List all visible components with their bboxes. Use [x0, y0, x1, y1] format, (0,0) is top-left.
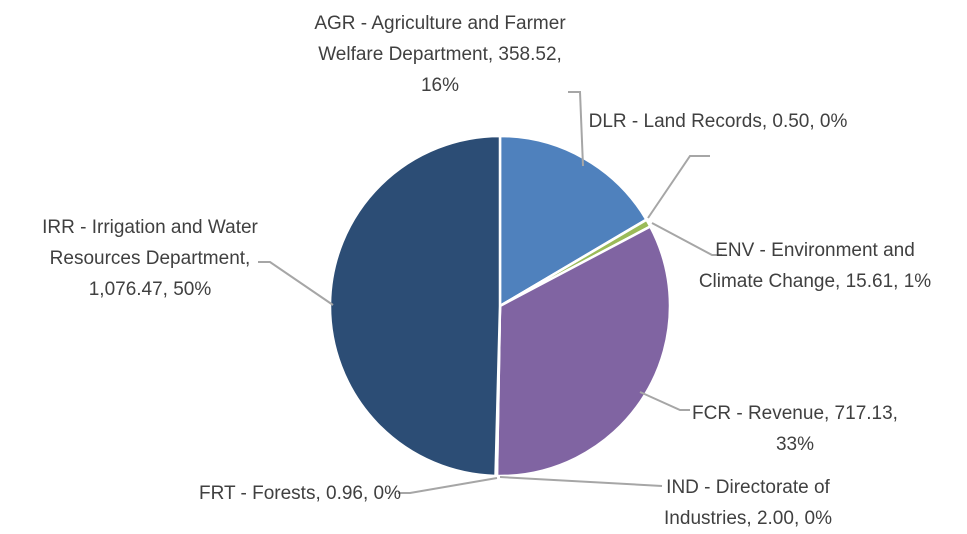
leader-line — [651, 222, 722, 256]
pie-slice — [498, 134, 649, 309]
leader-line — [639, 391, 690, 411]
data-label: FRT - Forests, 0.96, 0% — [198, 483, 402, 504]
data-label: IRR - Irrigation and Water Resources Dep… — [42, 217, 258, 300]
pie-slice — [328, 134, 502, 478]
data-label: DLR - Land Records, 0.50, 0% — [588, 111, 848, 132]
data-label: AGR - Agriculture and Farmer Welfare Dep… — [314, 13, 566, 96]
leader-line — [258, 261, 334, 306]
leader-line — [568, 91, 584, 167]
leader-line — [398, 477, 498, 494]
leader-line — [499, 476, 663, 487]
data-label: ENV - Environment and Climate Change, 15… — [698, 240, 932, 292]
data-label: IND - Directorate of Industries, 2.00, 0… — [664, 477, 832, 529]
leader-line — [647, 155, 710, 219]
data-label: FCR - Revenue, 717.13, 33% — [692, 403, 898, 455]
